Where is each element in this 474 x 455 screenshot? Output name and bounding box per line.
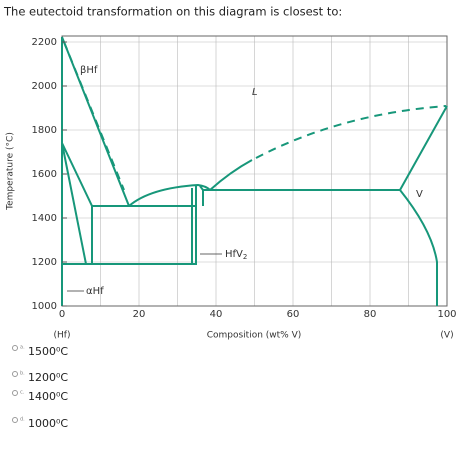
phase-label: L bbox=[252, 87, 258, 98]
phase-curves bbox=[61, 36, 448, 306]
x-tick-label: 20 bbox=[133, 309, 146, 320]
x-left-label: (Hf) bbox=[54, 331, 71, 341]
phase-label: V bbox=[416, 189, 423, 200]
liquidus-dashed bbox=[255, 105, 447, 159]
v-boundary bbox=[399, 105, 448, 306]
x-right-label: (V) bbox=[440, 331, 453, 341]
y-tick-label: 1000 bbox=[32, 301, 57, 312]
y-tick-label: 1400 bbox=[32, 213, 57, 224]
phase-label: βHf bbox=[80, 65, 98, 76]
option-text[interactable]: 1000⁰C bbox=[28, 417, 68, 430]
isotherms bbox=[62, 205, 195, 265]
y-tick-label: 1600 bbox=[32, 169, 57, 180]
option-text[interactable]: 1500⁰C bbox=[28, 345, 68, 358]
x-tick-label: 100 bbox=[437, 309, 456, 320]
option-text[interactable]: 1200⁰C bbox=[28, 371, 68, 384]
radio[interactable] bbox=[12, 345, 18, 351]
y-tick-label: 1200 bbox=[32, 257, 57, 268]
x-tick-label: 60 bbox=[287, 309, 300, 320]
ticks: 2200 2000 1800 1600 1400 1200 10000 20 40 60 80 100 bbox=[32, 37, 457, 320]
compound-label: HfV bbox=[225, 249, 243, 260]
pointer-lines bbox=[67, 253, 222, 292]
grid bbox=[61, 36, 448, 307]
compound-sub: 2 bbox=[243, 253, 247, 261]
x-tick-label: 0 bbox=[59, 309, 65, 320]
solidus-dashed bbox=[63, 41, 125, 191]
y-axis-label: Temperature (°C) bbox=[6, 132, 16, 211]
option-text[interactable]: 1400⁰C bbox=[28, 390, 68, 403]
y-tick-label: 1800 bbox=[32, 125, 57, 136]
phase-label: αHf bbox=[86, 286, 104, 297]
question: The eutectoid transformation on this dia… bbox=[3, 5, 342, 19]
option-letter: b. bbox=[20, 371, 25, 377]
y-tick-label: 2000 bbox=[32, 81, 57, 92]
x-tick-label: 40 bbox=[210, 309, 223, 320]
phase-label: HfV2 bbox=[225, 249, 247, 261]
y-tick-label: 2200 bbox=[32, 37, 57, 48]
x-axis-label: Composition (wt% V) bbox=[207, 331, 302, 341]
beta-boundary bbox=[61, 142, 93, 265]
option-letter: c. bbox=[20, 390, 25, 396]
option-letter: d. bbox=[20, 417, 25, 423]
option-letter: a. bbox=[20, 345, 25, 351]
x-tick-label: 80 bbox=[364, 309, 377, 320]
radio[interactable] bbox=[12, 371, 18, 377]
liquidus-right bbox=[209, 159, 253, 191]
radio[interactable] bbox=[12, 390, 18, 396]
compound bbox=[128, 183, 211, 265]
radio[interactable] bbox=[12, 417, 18, 423]
